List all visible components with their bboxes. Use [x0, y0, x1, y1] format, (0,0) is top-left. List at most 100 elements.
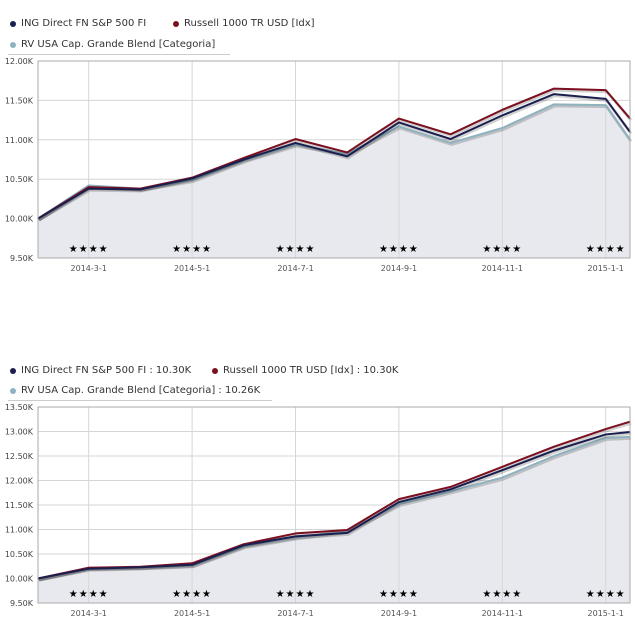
data-point-ing [346, 532, 348, 534]
data-point-ing [605, 433, 607, 436]
data-point-ing [294, 535, 297, 537]
y-tick-label: 11.50K [5, 501, 34, 510]
data-point-russell [501, 109, 503, 111]
y-tick-label: 11.50K [5, 96, 34, 105]
data-point-rv [501, 476, 503, 479]
data-point-ing [139, 566, 141, 568]
y-tick-label: 10.00K [5, 215, 34, 224]
data-point-rv [605, 437, 607, 439]
legend-label: ING Direct FN S&P 500 FI : 10.30K [21, 365, 192, 376]
legend-item-rv[interactable]: RV USA Cap. Grande Blend [Categoria] [10, 39, 215, 50]
rating-stars: ★★★★ [69, 244, 109, 255]
data-point-rv [398, 503, 400, 505]
data-point-rv [450, 490, 452, 492]
data-point-russell [88, 186, 90, 188]
rv-marker-icon [10, 387, 16, 394]
data-point-ing [501, 469, 503, 471]
data-point-russell [346, 151, 348, 154]
plot-border [37, 406, 631, 604]
rating-stars: ★★★★ [69, 589, 109, 600]
rv-marker-icon [10, 41, 16, 48]
series-shadow-ing [38, 94, 633, 222]
y-tick-label: 13.50K [5, 403, 34, 412]
chart-1: 12.00K 11.50K 11.00K 10.50K 10.00K 9.50K 2014-… [5, 57, 633, 273]
legend-item-russell[interactable]: Russell 1000 TR USD [Idx] : 10.30K [212, 365, 398, 376]
data-point-rv [553, 455, 555, 457]
legend-label: ING Direct FN S&P 500 FI [21, 18, 147, 29]
data-point-ing [398, 501, 400, 503]
data-point-ing [243, 158, 245, 161]
y-tick-label: 11.00K [5, 526, 34, 535]
y-tick-label: 9.50K [10, 599, 34, 608]
legend-label: Russell 1000 TR USD [Idx] [184, 18, 315, 29]
legend-divider [8, 400, 272, 401]
x-tick-label: 2014-7-1 [277, 609, 313, 618]
area-fill [38, 104, 630, 258]
x-tick-label: 2015-1-1 [588, 264, 624, 273]
y-tick-label: 11.00K [5, 136, 34, 145]
x-tick-label: 2014-7-1 [277, 264, 313, 273]
legend-item-ing[interactable]: ING Direct FN S&P 500 FI : 10.30K [10, 365, 191, 376]
legend-divider [8, 54, 230, 55]
data-point-ing [191, 177, 193, 180]
ing-marker-icon [10, 367, 16, 374]
x-tick-label: 2014-11-1 [482, 609, 523, 618]
data-point-ing [139, 188, 141, 191]
data-point-russell [398, 117, 400, 120]
data-point-russell [294, 532, 297, 535]
data-point-ing [88, 188, 90, 190]
legend-item-ing[interactable]: ING Direct FN S&P 500 FI [10, 18, 146, 29]
y-tick-label: 12.00K [5, 477, 34, 486]
russell-marker-icon [173, 20, 179, 27]
data-point-rv [553, 103, 555, 105]
rating-stars: ★★★★ [482, 589, 522, 600]
x-tick-label: 2014-5-1 [174, 264, 210, 273]
data-point-russell [553, 446, 555, 448]
legend-label: Russell 1000 TR USD [Idx] : 10.30K [223, 365, 399, 376]
plot-border [37, 60, 631, 259]
x-tick-label: 2014-3-1 [71, 609, 107, 618]
data-point-ing [450, 488, 452, 490]
data-point-russell [346, 529, 348, 531]
x-tick-label: 2014-9-1 [381, 609, 417, 618]
data-point-ing [450, 138, 452, 140]
x-tick-label: 2014-11-1 [482, 264, 523, 273]
rating-stars: ★★★★ [276, 244, 316, 255]
legend-label: RV USA Cap. Grande Blend [Categoria] : 1… [21, 385, 261, 396]
rating-stars: ★★★★ [276, 589, 316, 600]
y-tick-label: 10.50K [5, 550, 34, 559]
data-point-ing [398, 121, 400, 124]
y-tick-label: 10.00K [5, 575, 34, 584]
y-tick-label: 13.00K [5, 428, 34, 437]
data-point-rv [346, 153, 348, 155]
legend-label: RV USA Cap. Grande Blend [Categoria] [21, 39, 216, 50]
data-point-ing [553, 93, 555, 95]
x-tick-label: 2014-5-1 [174, 609, 210, 618]
y-tick-label: 12.00K [5, 57, 34, 66]
legend-item-rv[interactable]: RV USA Cap. Grande Blend [Categoria] : 1… [10, 385, 260, 396]
data-point-russell [243, 157, 245, 159]
data-point-ing [501, 114, 503, 116]
data-point-ing [553, 450, 555, 452]
data-point-russell [553, 87, 555, 90]
data-point-ing [243, 544, 245, 546]
data-point-rv [191, 179, 193, 181]
x-tick-label: 2014-3-1 [71, 264, 107, 273]
russell-marker-icon [212, 367, 218, 374]
rating-stars: ★★★★ [172, 244, 212, 255]
data-point-russell [450, 133, 452, 135]
area-fill [38, 436, 630, 603]
data-point-rv [501, 127, 503, 129]
rating-stars: ★★★★ [379, 244, 419, 255]
rating-stars: ★★★★ [586, 244, 626, 255]
y-tick-label: 9.50K [10, 254, 34, 263]
data-point-rv [450, 142, 452, 144]
data-point-russell [605, 428, 607, 430]
legend-item-russell[interactable]: Russell 1000 TR USD [Idx] [173, 18, 315, 29]
y-tick-label: 10.50K [5, 175, 34, 184]
rating-stars: ★★★★ [482, 244, 522, 255]
data-point-russell [398, 498, 400, 500]
data-point-russell [605, 89, 607, 91]
data-point-russell [294, 138, 297, 140]
data-point-ing [346, 155, 348, 157]
